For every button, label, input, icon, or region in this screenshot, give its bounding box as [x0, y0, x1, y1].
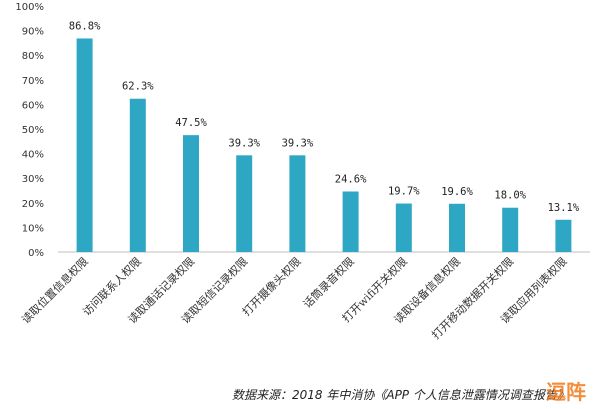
watermark-logo: 逗阵 — [546, 380, 586, 404]
y-tick-label: 30% — [22, 174, 44, 185]
category-label: 读取位置信息权限 — [19, 254, 91, 326]
y-tick-label: 20% — [22, 199, 44, 210]
bar — [76, 38, 93, 252]
bar — [129, 98, 146, 252]
y-tick-label: 90% — [22, 27, 44, 38]
source-note: 数据来源：2018 年中消协《APP 个人信息泄露情况调查报告》 — [232, 388, 569, 402]
data-label: 13.1% — [548, 202, 580, 214]
bar — [236, 155, 253, 252]
category-label: 话筒录音权限 — [300, 254, 357, 311]
data-label: 62.3% — [122, 81, 154, 93]
data-label: 18.0% — [494, 190, 526, 202]
data-label: 86.8% — [69, 20, 101, 32]
data-label: 19.7% — [388, 186, 420, 198]
bar — [449, 203, 465, 252]
y-tick-label: 10% — [22, 223, 44, 234]
bar — [502, 207, 519, 252]
y-tick-label: 0% — [28, 248, 44, 259]
data-label: 39.3% — [228, 137, 260, 149]
y-tick-label: 80% — [22, 51, 44, 62]
y-tick-label: 50% — [22, 125, 44, 136]
bar — [395, 203, 412, 252]
y-tick-label: 60% — [22, 100, 44, 111]
y-tick-label: 40% — [22, 150, 44, 161]
bar — [342, 191, 359, 252]
bar — [183, 135, 199, 252]
data-label: 39.3% — [282, 137, 314, 149]
bar — [289, 155, 306, 252]
y-tick-label: 100% — [15, 2, 44, 13]
y-tick-label: 70% — [22, 76, 44, 87]
data-label: 24.6% — [335, 173, 367, 185]
data-label: 19.6% — [441, 186, 473, 198]
bar — [555, 219, 572, 252]
data-label: 47.5% — [175, 117, 207, 129]
